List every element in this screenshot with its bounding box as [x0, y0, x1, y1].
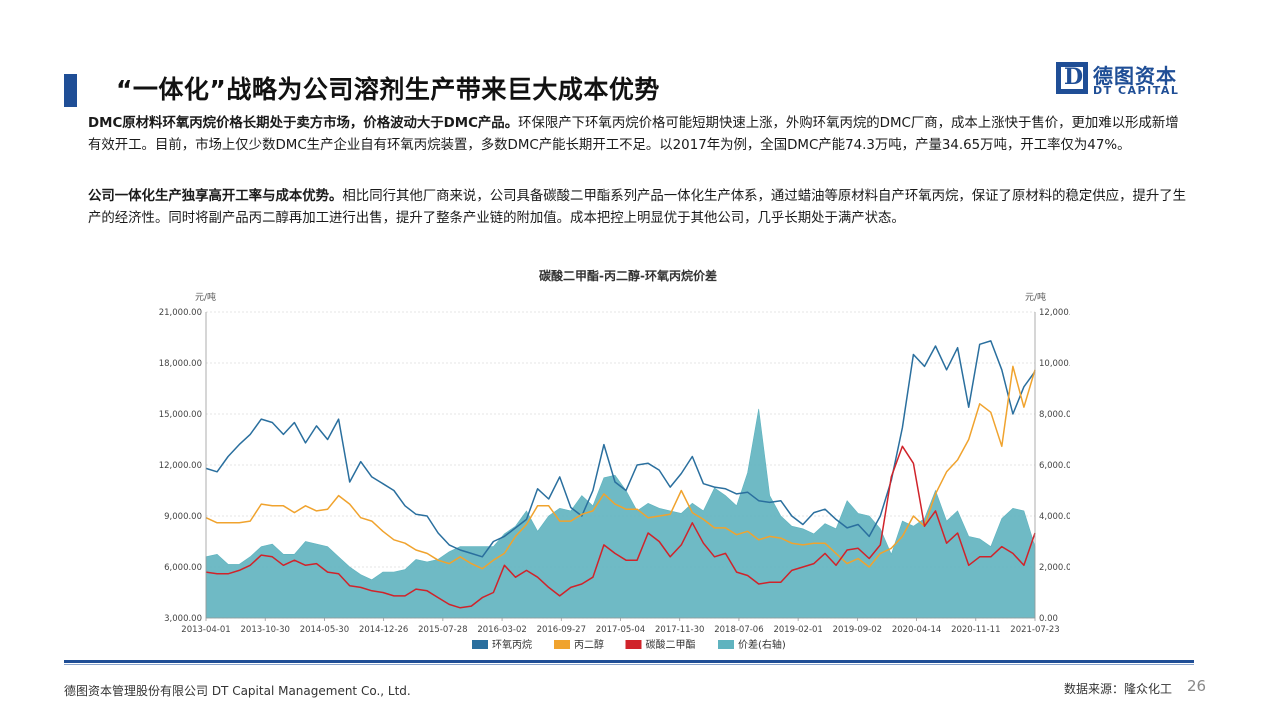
- price-spread-chart: 碳酸二甲酯-丙二醇-环氧丙烷价差 元/吨 元/吨 3,000.00 0.00 6,0…: [150, 262, 1083, 662]
- series-line-1: [205, 365, 1036, 570]
- chart-svg: 碳酸二甲酯-丙二醇-环氧丙烷价差 元/吨 元/吨 3,000.00 0.00 6,0…: [159, 268, 1083, 651]
- left-axis-unit: 元/吨: [195, 291, 216, 303]
- y-left-tick-label: 9,000.00: [164, 512, 202, 522]
- title-accent-bar: [64, 74, 77, 107]
- company-logo: D 德图资本 DT CAPITAL: [1056, 62, 1186, 98]
- x-tick-label: 2013-04-01: [181, 625, 230, 635]
- page-number: 26: [1187, 677, 1207, 695]
- logo-name-en: DT CAPITAL: [1093, 84, 1180, 97]
- paragraph-body: 环保限产下环氧丙烷价格可能短期快速上涨，外购环氧丙烷的DMC厂商，成本上涨快于售…: [88, 116, 1179, 153]
- x-tick-label: 2019-09-02: [833, 625, 882, 635]
- x-tick-label: 2015-07-28: [418, 625, 467, 635]
- x-tick-label: 2018-07-06: [714, 625, 763, 635]
- legend-swatch: [718, 640, 734, 649]
- chart-title: 碳酸二甲酯-丙二醇-环氧丙烷价差: [539, 268, 717, 283]
- y-left-tick-label: 12,000.00: [159, 461, 202, 471]
- footer-divider: [64, 660, 1194, 663]
- page-title: “一体化”战略为公司溶剂生产带来巨大成本优势: [116, 75, 660, 104]
- y-left-tick-label: 6,000.00: [164, 563, 202, 573]
- paragraph-lead: 公司一体化生产独享高开工率与成本优势。: [88, 189, 343, 204]
- series-area-spread: [205, 408, 1036, 619]
- right-axis-unit: 元/吨: [1025, 291, 1046, 303]
- paragraph-dmc-raw-material: DMC原材料环氧丙烷价格长期处于卖方市场，价格波动大于DMC产品。环保限产下环氧…: [88, 113, 1188, 157]
- footer-company: 德图资本管理股份有限公司 DT Capital Management Co., …: [64, 684, 411, 698]
- x-tick-label: 2014-12-26: [359, 625, 408, 635]
- legend-label: 价差(右轴): [738, 638, 786, 651]
- x-tick-label: 2017-05-04: [596, 625, 645, 635]
- x-tick-label: 2014-05-30: [300, 625, 349, 635]
- series-line-0: [205, 340, 1036, 558]
- paragraph-integration-advantage: 公司一体化生产独享高开工率与成本优势。相比同行其他厂商来说，公司具备碳酸二甲酯系…: [88, 186, 1188, 230]
- footer-source: 数据来源：隆众化工: [1064, 682, 1173, 696]
- y-right-tick-label: 4,000.00: [1039, 512, 1070, 522]
- logo-letter: D: [1064, 64, 1084, 90]
- y-left-tick-label: 21,000.00: [159, 308, 202, 318]
- y-left-tick-label: 15,000.00: [159, 410, 202, 420]
- x-tick-label: 2016-09-27: [537, 625, 586, 635]
- logo-mark: D: [1056, 62, 1088, 94]
- y-left-tick-label: 18,000.00: [159, 359, 202, 369]
- legend-swatch: [625, 640, 642, 649]
- series-line-2: [205, 445, 1036, 609]
- x-tick-label: 2013-10-30: [241, 625, 290, 635]
- x-tick-label: 2019-02-01: [773, 625, 822, 635]
- y-right-tick-label: 0.00: [1039, 614, 1058, 624]
- paragraph-lead: DMC原材料环氧丙烷价格长期处于卖方市场，价格波动大于DMC产品。: [88, 116, 519, 131]
- paragraph-body: 相比同行其他厂商来说，公司具备碳酸二甲酯系列产品一体化生产体系，通过蜡油等原材料…: [88, 189, 1187, 226]
- legend-swatch: [554, 640, 570, 649]
- footer-divider-thin: [64, 664, 1194, 665]
- legend-label: 环氧丙烷: [492, 638, 532, 651]
- y-right-tick-label: 2,000.00: [1039, 563, 1070, 573]
- logo-name-cn: 德图资本: [1093, 64, 1177, 88]
- legend-swatch: [472, 640, 488, 649]
- legend-label: 丙二醇: [574, 638, 604, 651]
- y-right-tick-label: 8,000.00: [1039, 410, 1070, 420]
- x-tick-label: 2021-07-23: [1010, 625, 1059, 635]
- y-right-tick-label: 12,000.00: [1039, 308, 1070, 318]
- y-right-tick-label: 6,000.00: [1039, 461, 1070, 471]
- x-tick-label: 2020-11-11: [951, 625, 1000, 635]
- x-tick-label: 2016-03-02: [477, 625, 526, 635]
- y-right-tick-label: 10,000.00: [1039, 359, 1070, 369]
- x-tick-label: 2017-11-30: [655, 625, 704, 635]
- legend-label: 碳酸二甲酯: [646, 638, 696, 651]
- x-tick-label: 2020-04-14: [892, 625, 941, 635]
- y-left-tick-label: 3,000.00: [164, 614, 202, 624]
